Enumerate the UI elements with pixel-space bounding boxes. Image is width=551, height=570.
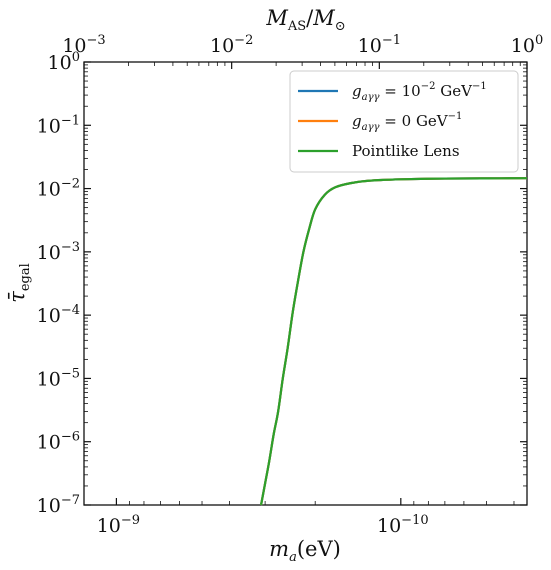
legend-label: gaγγ = 0 GeV−1	[352, 111, 462, 133]
legend: gaγγ = 10−2 GeV−1 gaγγ = 0 GeV−1 Pointlike…	[289, 70, 519, 173]
x2-tick-label: 10−1	[358, 33, 401, 57]
x-tick-label: 10−10	[377, 513, 429, 537]
x2-tick-label: 10−2	[210, 33, 253, 57]
tick-marks	[83, 61, 528, 506]
legend-label: gaγγ = 10−2 GeV−1	[352, 81, 487, 103]
tick-labels: 100 10−1 10−2 10−3 10−4 10−5 10−6 10−7 10−9 10−10…	[37, 33, 544, 537]
legend-label: Pointlike Lens	[352, 142, 460, 160]
x2-tick-label: 100	[511, 33, 543, 57]
x-tick-label: 10−9	[97, 513, 140, 537]
x2-tick-label: 10−3	[62, 33, 105, 57]
legend-box	[289, 70, 519, 173]
series-line-2	[259, 177, 528, 506]
series-group	[259, 177, 528, 506]
series-line-1	[259, 177, 528, 506]
y-tick-label: 10−1	[37, 113, 80, 137]
y-tick-label: 10−5	[37, 366, 80, 390]
plot-frame	[83, 61, 528, 506]
y-tick-label: 100	[48, 50, 80, 74]
x2-axis-label: MAS/M⊙	[265, 6, 345, 34]
y-tick-label: 10−7	[37, 493, 80, 517]
series-line-3	[259, 177, 528, 506]
x-axis-label: ma(eV)	[269, 537, 341, 565]
y-tick-label: 10−6	[37, 430, 80, 454]
y-tick-label: 10−2	[37, 177, 80, 201]
y-tick-label: 10−4	[37, 303, 80, 327]
y-tick-label: 10−3	[37, 240, 80, 264]
y-axis-label: τ̄egal	[5, 263, 33, 303]
